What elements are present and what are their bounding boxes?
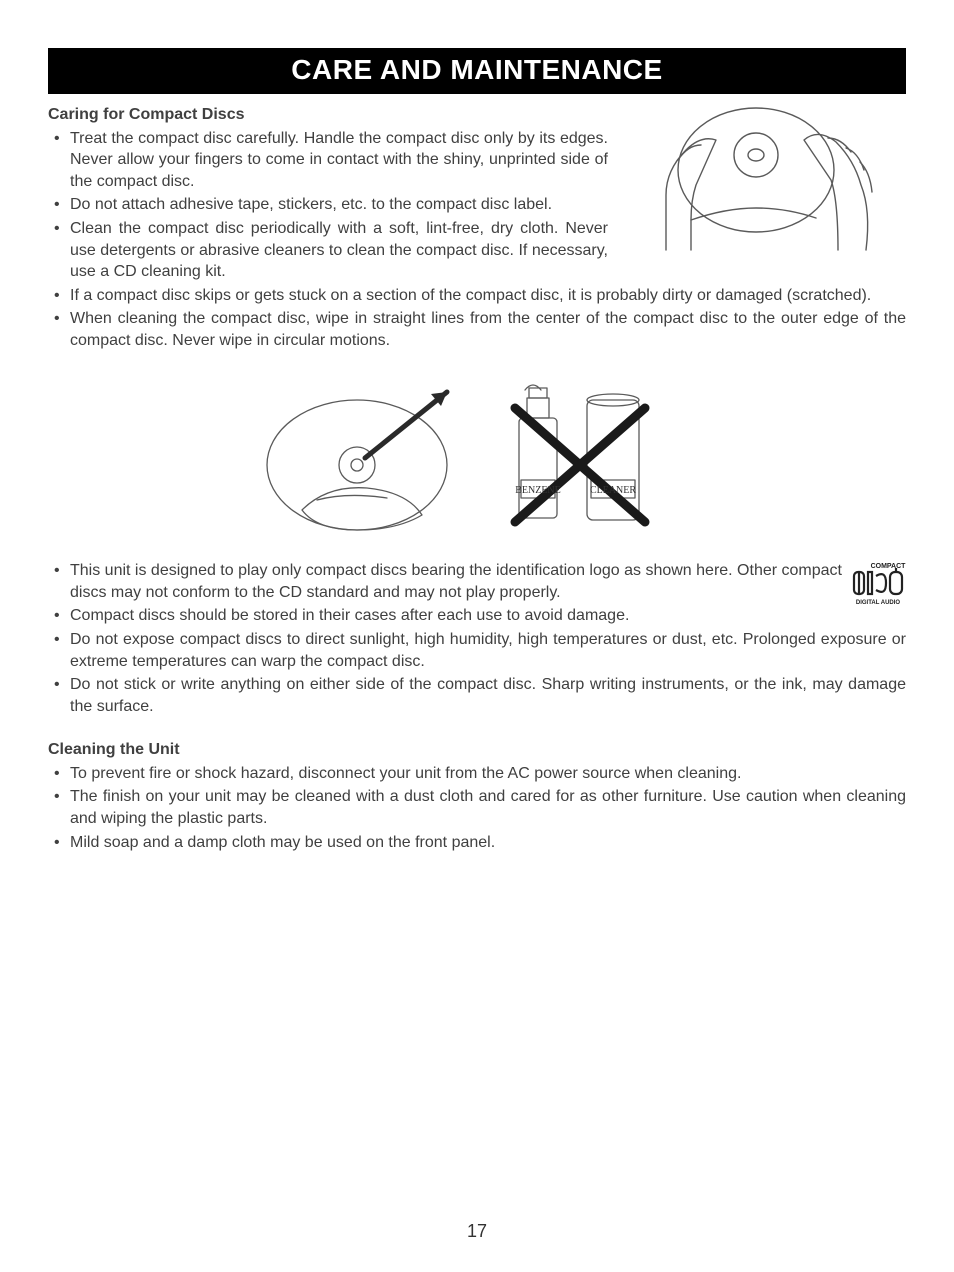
bullets-narrow: Treat the compact disc carefully. Handle… — [48, 128, 608, 283]
figure-cleaning-method: BENZENE CLEANER — [48, 370, 906, 547]
bullets-full-1: If a compact disc skips or gets stuck on… — [48, 285, 906, 352]
page-title: CARE AND MAINTENANCE — [291, 54, 662, 85]
compact-disc-logo: COMPACT DIGITAL AUDIO — [850, 560, 906, 615]
list-item: Clean the compact disc periodically with… — [48, 218, 608, 283]
svg-text:DIGITAL AUDIO: DIGITAL AUDIO — [856, 600, 901, 606]
list-item: The finish on your unit may be cleaned w… — [48, 786, 906, 829]
list-item: Treat the compact disc carefully. Handle… — [48, 128, 608, 193]
list-item: Do not attach adhesive tape, stickers, e… — [48, 194, 608, 216]
heading-cleaning-unit: Cleaning the Unit — [48, 739, 906, 761]
list-item: This unit is designed to play only compa… — [48, 560, 906, 603]
list-item: Mild soap and a damp cloth may be used o… — [48, 832, 906, 854]
label-cleaner: CLEANER — [590, 485, 636, 496]
list-item: If a compact disc skips or gets stuck on… — [48, 285, 906, 307]
section-cleaning-unit: Cleaning the Unit To prevent fire or sho… — [48, 739, 906, 853]
bullets-cleaning-unit: To prevent fire or shock hazard, disconn… — [48, 763, 906, 853]
logo-row: This unit is designed to play only compa… — [48, 560, 906, 717]
section-caring: Caring for Compact Discs Treat the compa… — [48, 104, 906, 283]
page-number: 17 — [0, 1221, 954, 1242]
heading-caring: Caring for Compact Discs — [48, 104, 608, 126]
list-item: To prevent fire or shock hazard, disconn… — [48, 763, 906, 785]
figure-hands-holding-disc — [606, 100, 906, 267]
bullets-after-fig: This unit is designed to play only compa… — [48, 560, 906, 717]
page-title-bar: CARE AND MAINTENANCE — [48, 48, 906, 94]
list-item: Do not expose compact discs to direct su… — [48, 629, 906, 672]
list-item: When cleaning the compact disc, wipe in … — [48, 308, 906, 351]
list-item: Do not stick or write anything on either… — [48, 674, 906, 717]
svg-text:COMPACT: COMPACT — [871, 563, 906, 570]
label-benzene: BENZENE — [515, 485, 561, 496]
list-item: Compact discs should be stored in their … — [48, 605, 906, 627]
page-content: Caring for Compact Discs Treat the compa… — [48, 104, 906, 853]
